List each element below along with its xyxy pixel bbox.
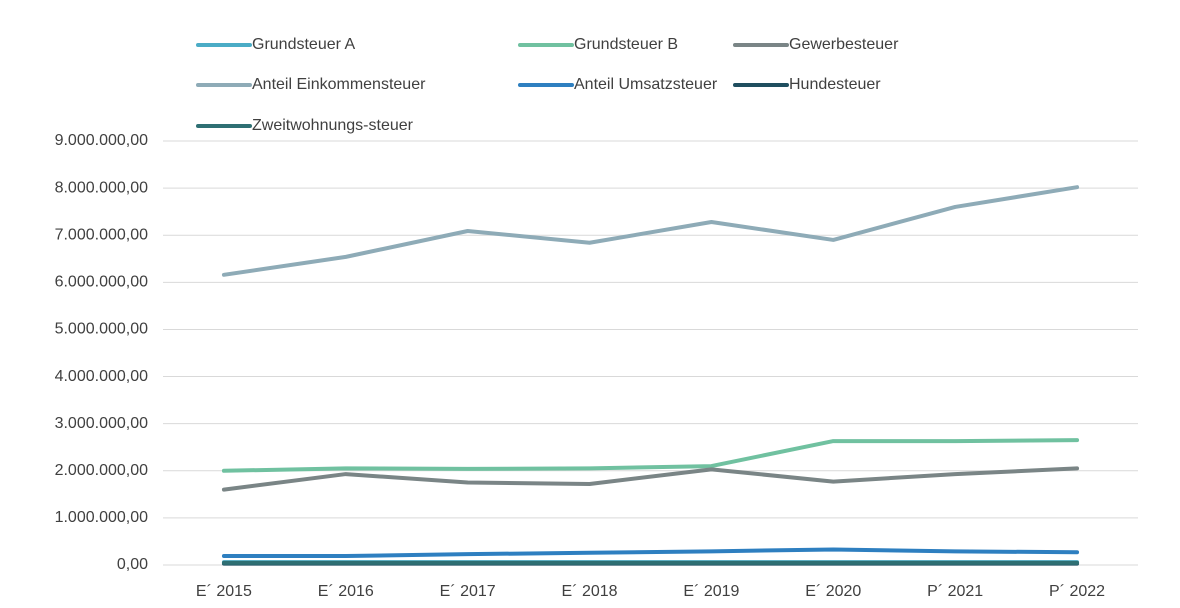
series-line — [221, 466, 1080, 492]
legend-label: Zweitwohnungs-steuer — [252, 117, 414, 134]
x-tick-label: E´ 2016 — [318, 583, 374, 600]
y-tick-label: 2.000.000,00 — [55, 462, 149, 479]
legend-label: Gewerbesteuer — [789, 36, 899, 53]
y-tick-label: 7.000.000,00 — [55, 226, 149, 243]
x-tick-label: E´ 2015 — [196, 583, 252, 600]
y-tick-label: 9.000.000,00 — [55, 132, 149, 149]
y-tick-label: 5.000.000,00 — [55, 321, 149, 338]
x-tick-label: E´ 2017 — [440, 583, 496, 600]
x-tick-label: P´ 2021 — [927, 583, 983, 600]
y-tick-label: 3.000.000,00 — [55, 415, 149, 432]
series-line — [221, 185, 1080, 277]
y-tick-label: 6.000.000,00 — [55, 274, 149, 291]
y-tick-label: 1.000.000,00 — [55, 509, 149, 526]
y-tick-label: 8.000.000,00 — [55, 179, 149, 196]
legend-label: Grundsteuer B — [574, 36, 678, 53]
x-tick-label: P´ 2022 — [1049, 583, 1105, 600]
y-tick-label: 0,00 — [117, 556, 148, 573]
legend-label: Anteil Umsatzsteuer — [574, 76, 718, 93]
legend-label: Grundsteuer A — [252, 36, 356, 53]
legend-label: Anteil Einkommensteuer — [252, 76, 426, 93]
y-tick-label: 4.000.000,00 — [55, 368, 149, 385]
legend-label: Hundesteuer — [789, 76, 881, 93]
series-line — [221, 547, 1080, 559]
x-tick-label: E´ 2019 — [683, 583, 739, 600]
x-tick-label: E´ 2018 — [562, 583, 618, 600]
x-tick-label: E´ 2020 — [805, 583, 861, 600]
series-line — [221, 438, 1080, 473]
